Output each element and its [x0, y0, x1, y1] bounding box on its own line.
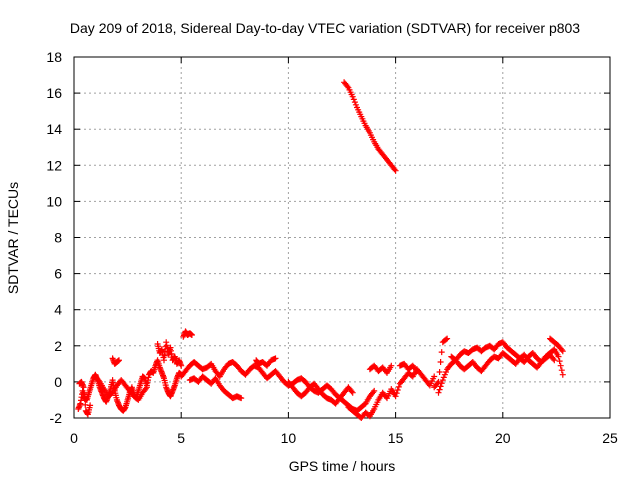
data-point [551, 357, 558, 364]
x-tick-label: 20 [495, 430, 511, 446]
y-tick-label: 18 [46, 49, 62, 65]
data-point [178, 362, 185, 369]
data-point [431, 373, 438, 380]
y-tick-label: 16 [46, 85, 62, 101]
data-point [143, 384, 150, 391]
data-point [80, 384, 87, 391]
data-point [81, 396, 88, 402]
data-point [438, 349, 445, 356]
data-point [393, 390, 400, 397]
data-point [391, 166, 398, 173]
data-point [414, 368, 420, 375]
y-axis-title: SDTVAR / TECUs [5, 182, 21, 294]
data-point [351, 99, 358, 106]
data-point [557, 362, 564, 369]
x-tick-label: 0 [70, 430, 78, 446]
data-point [437, 359, 444, 365]
data-point [350, 96, 357, 103]
data-point [392, 393, 399, 400]
x-axis-title: GPS time / hours [289, 458, 396, 474]
y-tick-label: 14 [46, 121, 62, 137]
data-point [558, 367, 565, 374]
y-tick-label: -2 [50, 410, 63, 426]
data-point [392, 167, 399, 174]
data-point [349, 93, 356, 100]
data-point [344, 83, 351, 90]
data-point [440, 374, 447, 381]
data-point [394, 387, 401, 393]
y-tick-label: 12 [46, 157, 62, 173]
data-point [352, 101, 359, 108]
data-point [395, 383, 402, 390]
data-point [443, 369, 449, 375]
data-point [550, 355, 557, 362]
data-point [348, 388, 355, 395]
data-point [238, 395, 245, 402]
data-point [435, 389, 442, 396]
data-point [436, 369, 443, 375]
x-tick-label: 25 [602, 430, 618, 446]
data-point [87, 402, 94, 409]
grid [74, 57, 610, 418]
data-point [116, 357, 122, 364]
y-tick-label: 2 [54, 338, 62, 354]
y-tick-label: 10 [46, 193, 62, 209]
data-point [444, 335, 451, 342]
y-tick-label: 6 [54, 266, 62, 282]
data-point [558, 346, 565, 353]
data-point [555, 353, 562, 360]
chart-title: Day 209 of 2018, Sidereal Day-to-day VTE… [70, 20, 580, 36]
data-point [437, 383, 444, 390]
data-point [371, 387, 378, 394]
y-tick-labels: -2 0 2 4 6 8 10 12 14 16 18 [46, 49, 62, 426]
data-point [559, 348, 566, 355]
data-point [188, 332, 195, 338]
data-point [349, 389, 356, 396]
data-point [436, 386, 443, 393]
data-point [435, 378, 442, 385]
data-point [439, 377, 446, 384]
data-point [556, 358, 563, 365]
data-point [388, 362, 395, 369]
axis-ticks [73, 56, 611, 419]
x-tick-label: 5 [177, 430, 185, 446]
data-point [81, 390, 88, 397]
data-point [272, 355, 279, 362]
x-tick-label: 15 [388, 430, 404, 446]
data-point [441, 371, 448, 378]
x-tick-label: 10 [281, 430, 297, 446]
y-tick-label: 8 [54, 230, 62, 246]
x-tick-labels: 0 5 10 15 20 25 [70, 430, 618, 446]
y-tick-label: 0 [54, 374, 62, 390]
y-tick-label: 4 [54, 302, 62, 318]
data-points [75, 79, 566, 421]
data-point [443, 336, 449, 343]
data-point [559, 371, 566, 378]
